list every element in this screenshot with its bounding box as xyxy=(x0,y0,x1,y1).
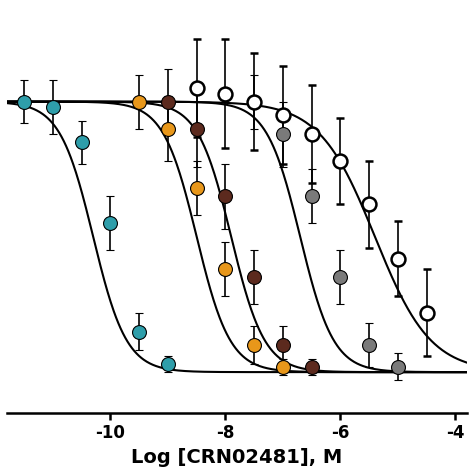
X-axis label: Log [CRN02481], M: Log [CRN02481], M xyxy=(131,448,343,467)
